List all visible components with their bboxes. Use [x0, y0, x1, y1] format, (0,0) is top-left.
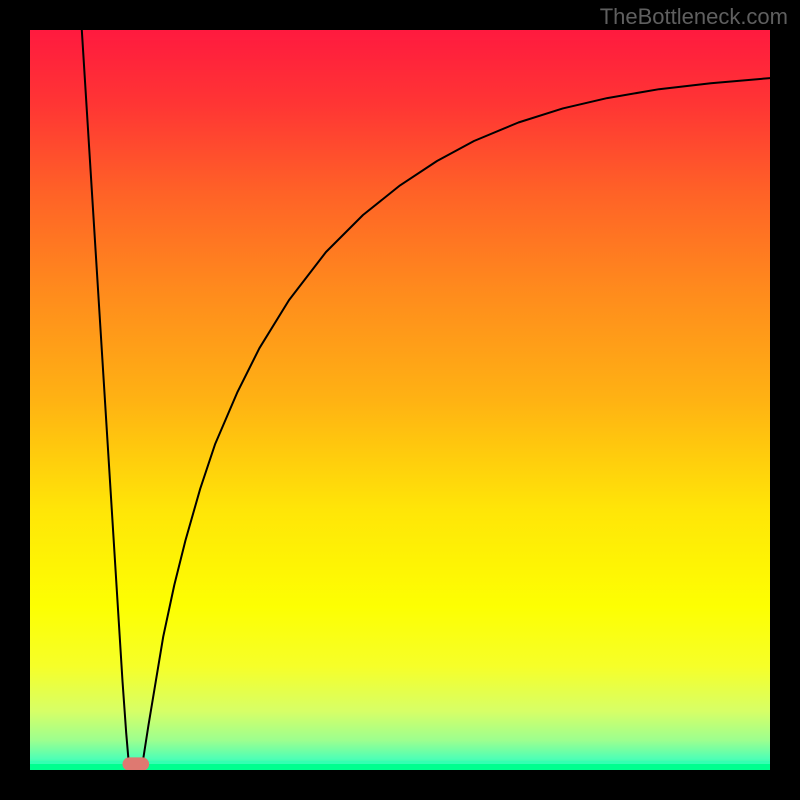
- curve-overlay: [30, 30, 770, 770]
- plot-area: [30, 30, 770, 770]
- chart-stage: TheBottleneck.com: [0, 0, 800, 800]
- watermark-text: TheBottleneck.com: [600, 4, 788, 30]
